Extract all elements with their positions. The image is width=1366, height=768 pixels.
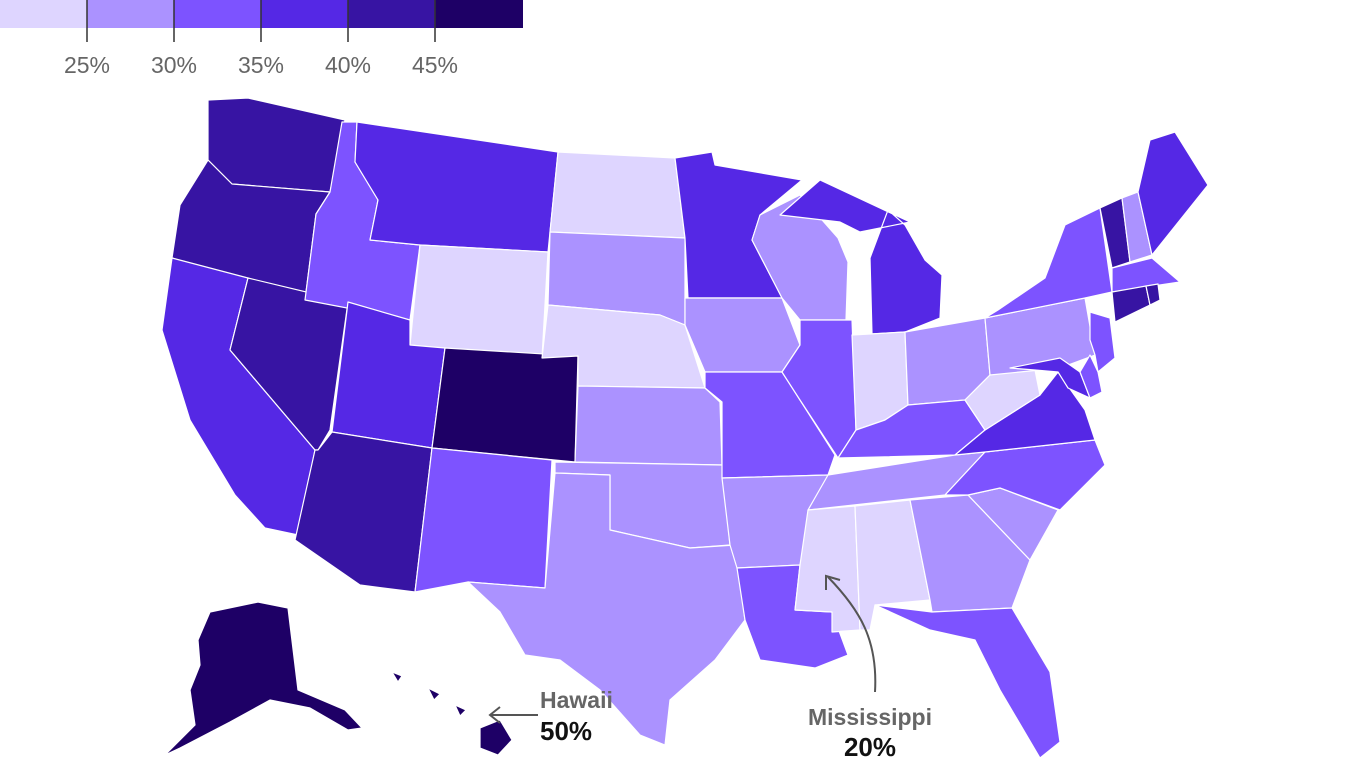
legend-swatch-3 xyxy=(261,0,348,28)
state-washington[interactable] xyxy=(207,97,346,193)
legend-tick-label: 35% xyxy=(238,52,284,78)
hawaii-callout-value: 50% xyxy=(540,716,592,746)
state-delaware[interactable] xyxy=(1079,354,1103,399)
state-new-york[interactable] xyxy=(984,207,1113,319)
legend-tick-label: 30% xyxy=(151,52,197,78)
state-iowa[interactable] xyxy=(684,297,801,373)
hawaii-arrow xyxy=(488,706,538,724)
state-florida[interactable] xyxy=(874,604,1061,759)
state-texas[interactable] xyxy=(467,472,746,746)
legend: 25% 30% 35% 40% 45% xyxy=(0,0,523,78)
states-layer xyxy=(161,97,1209,759)
legend-tick-label: 40% xyxy=(325,52,371,78)
state-hawaii[interactable] xyxy=(391,671,513,756)
legend-tick-label: 45% xyxy=(412,52,458,78)
state-rhode-island[interactable] xyxy=(1145,283,1161,306)
state-colorado[interactable] xyxy=(431,347,579,463)
legend-swatch-0 xyxy=(0,0,87,28)
mississippi-arrow xyxy=(825,574,877,693)
hawaii-callout-name: Hawaii xyxy=(540,687,613,713)
state-alaska[interactable] xyxy=(164,601,363,756)
legend-swatch-5 xyxy=(435,0,523,28)
state-kansas[interactable] xyxy=(574,385,723,466)
state-wyoming[interactable] xyxy=(409,244,549,359)
state-north-dakota[interactable] xyxy=(549,151,686,239)
state-montana[interactable] xyxy=(354,121,559,253)
hawaii-callout: Hawaii 50% xyxy=(488,687,613,746)
mississippi-callout-name: Mississippi xyxy=(808,704,932,730)
legend-tick-label: 25% xyxy=(64,52,110,78)
legend-swatch-4 xyxy=(348,0,435,28)
state-connecticut[interactable] xyxy=(1111,285,1151,323)
state-massachusetts[interactable] xyxy=(1111,257,1181,293)
mississippi-callout: Mississippi 20% xyxy=(808,574,932,762)
state-maine[interactable] xyxy=(1137,131,1209,256)
legend-swatch-2 xyxy=(174,0,261,28)
state-new-mexico[interactable] xyxy=(414,447,553,593)
legend-swatch-1 xyxy=(87,0,174,28)
mississippi-callout-value: 20% xyxy=(844,732,896,762)
state-arizona[interactable] xyxy=(294,431,433,593)
state-maryland[interactable] xyxy=(1009,357,1091,399)
